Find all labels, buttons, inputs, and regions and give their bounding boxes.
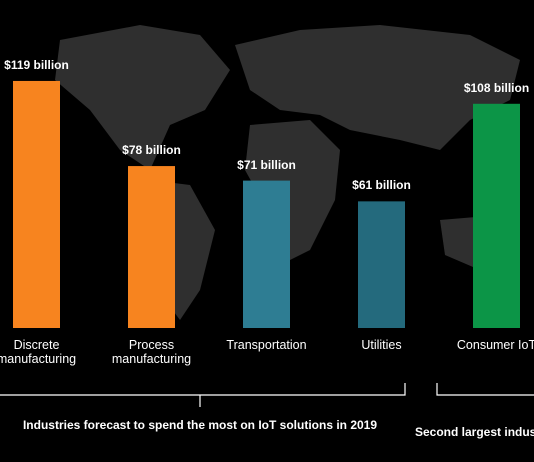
value-label: $61 billion [352,178,411,193]
bar [358,201,405,328]
category-label: Consumer IoT [456,338,534,352]
category-label: Utilities [361,338,402,352]
value-label: $71 billion [237,157,296,172]
bar [243,180,290,328]
category-label: Transportation [226,338,307,352]
brackets [0,383,534,407]
bracket-left [0,383,406,407]
bar [128,166,175,328]
category-label: Discrete manufacturing [0,338,77,366]
bar [473,103,520,329]
value-label: $119 billion [4,57,69,72]
value-label: $108 billion [463,80,530,95]
value-label: $78 billion [122,143,181,158]
category-label: Process manufacturing [111,338,192,366]
bar [13,80,60,329]
annotation: Industries forecast to spend the most on… [22,418,378,432]
annotation: Second largest indus [415,425,534,439]
bracket-right [436,383,534,396]
